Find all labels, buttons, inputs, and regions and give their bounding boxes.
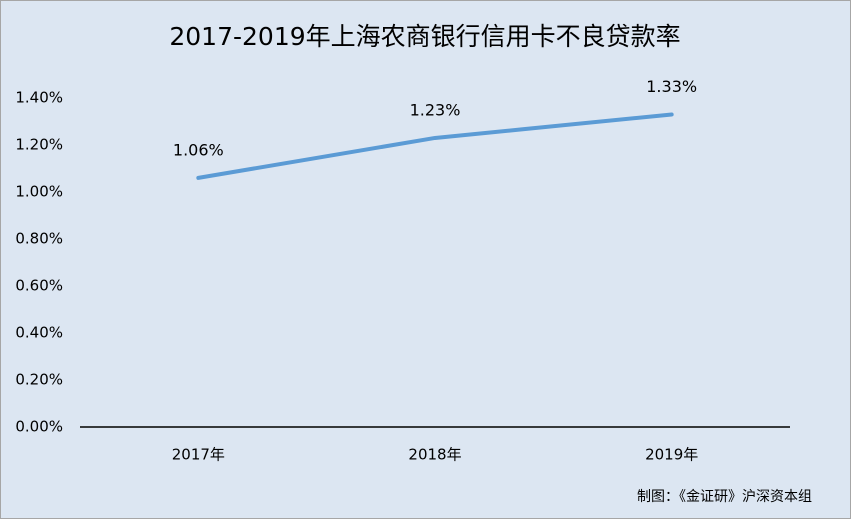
data-label: 1.23% xyxy=(410,100,461,119)
y-tick-label: 0.40% xyxy=(15,324,63,342)
y-tick-label: 0.20% xyxy=(15,371,63,389)
x-tick-label: 2019年 xyxy=(645,446,698,464)
y-tick-label: 1.00% xyxy=(15,183,63,201)
data-label: 1.06% xyxy=(173,140,224,159)
x-tick-label: 2018年 xyxy=(408,446,461,464)
y-tick-label: 1.20% xyxy=(15,136,63,154)
y-tick-label: 1.40% xyxy=(15,89,63,107)
data-label: 1.33% xyxy=(646,77,697,96)
line xyxy=(196,112,674,180)
y-tick-label: 0.80% xyxy=(15,230,63,248)
y-tick-label: 0.60% xyxy=(15,277,63,295)
x-tick-label: 2017年 xyxy=(172,446,225,464)
chart-title: 2017-2019年上海农商银行信用卡不良贷款率 xyxy=(169,22,680,51)
source-note: 制图：《金证研》沪深资本组 xyxy=(637,489,812,505)
y-tick-label: 0.00% xyxy=(15,418,63,436)
